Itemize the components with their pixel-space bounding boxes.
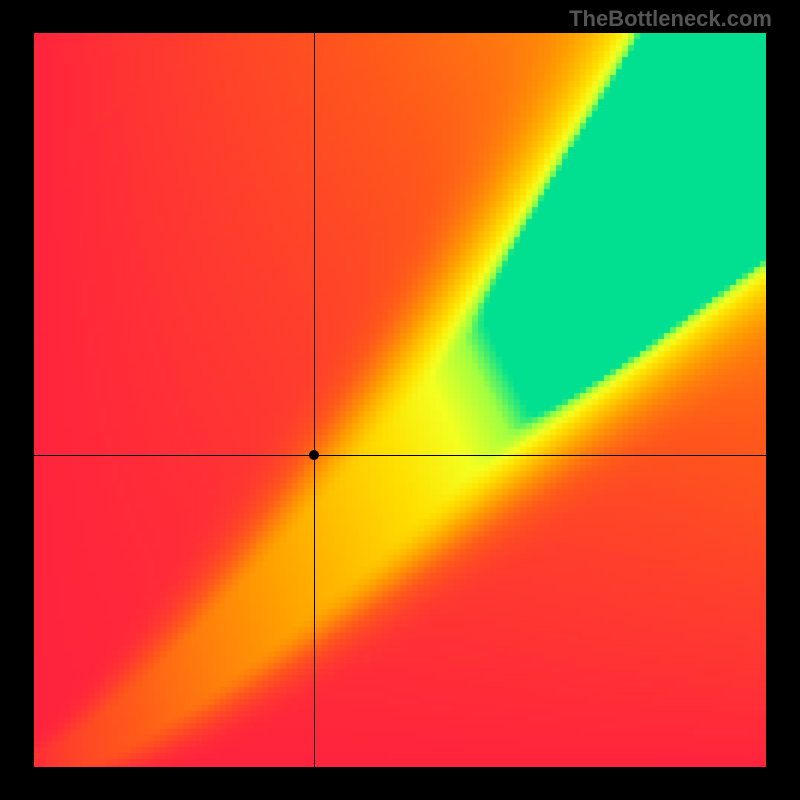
crosshair-horizontal [34,455,766,456]
crosshair-vertical [314,33,315,767]
chart-container: TheBottleneck.com [0,0,800,800]
heatmap-canvas [34,33,766,767]
watermark-text: TheBottleneck.com [569,6,772,32]
